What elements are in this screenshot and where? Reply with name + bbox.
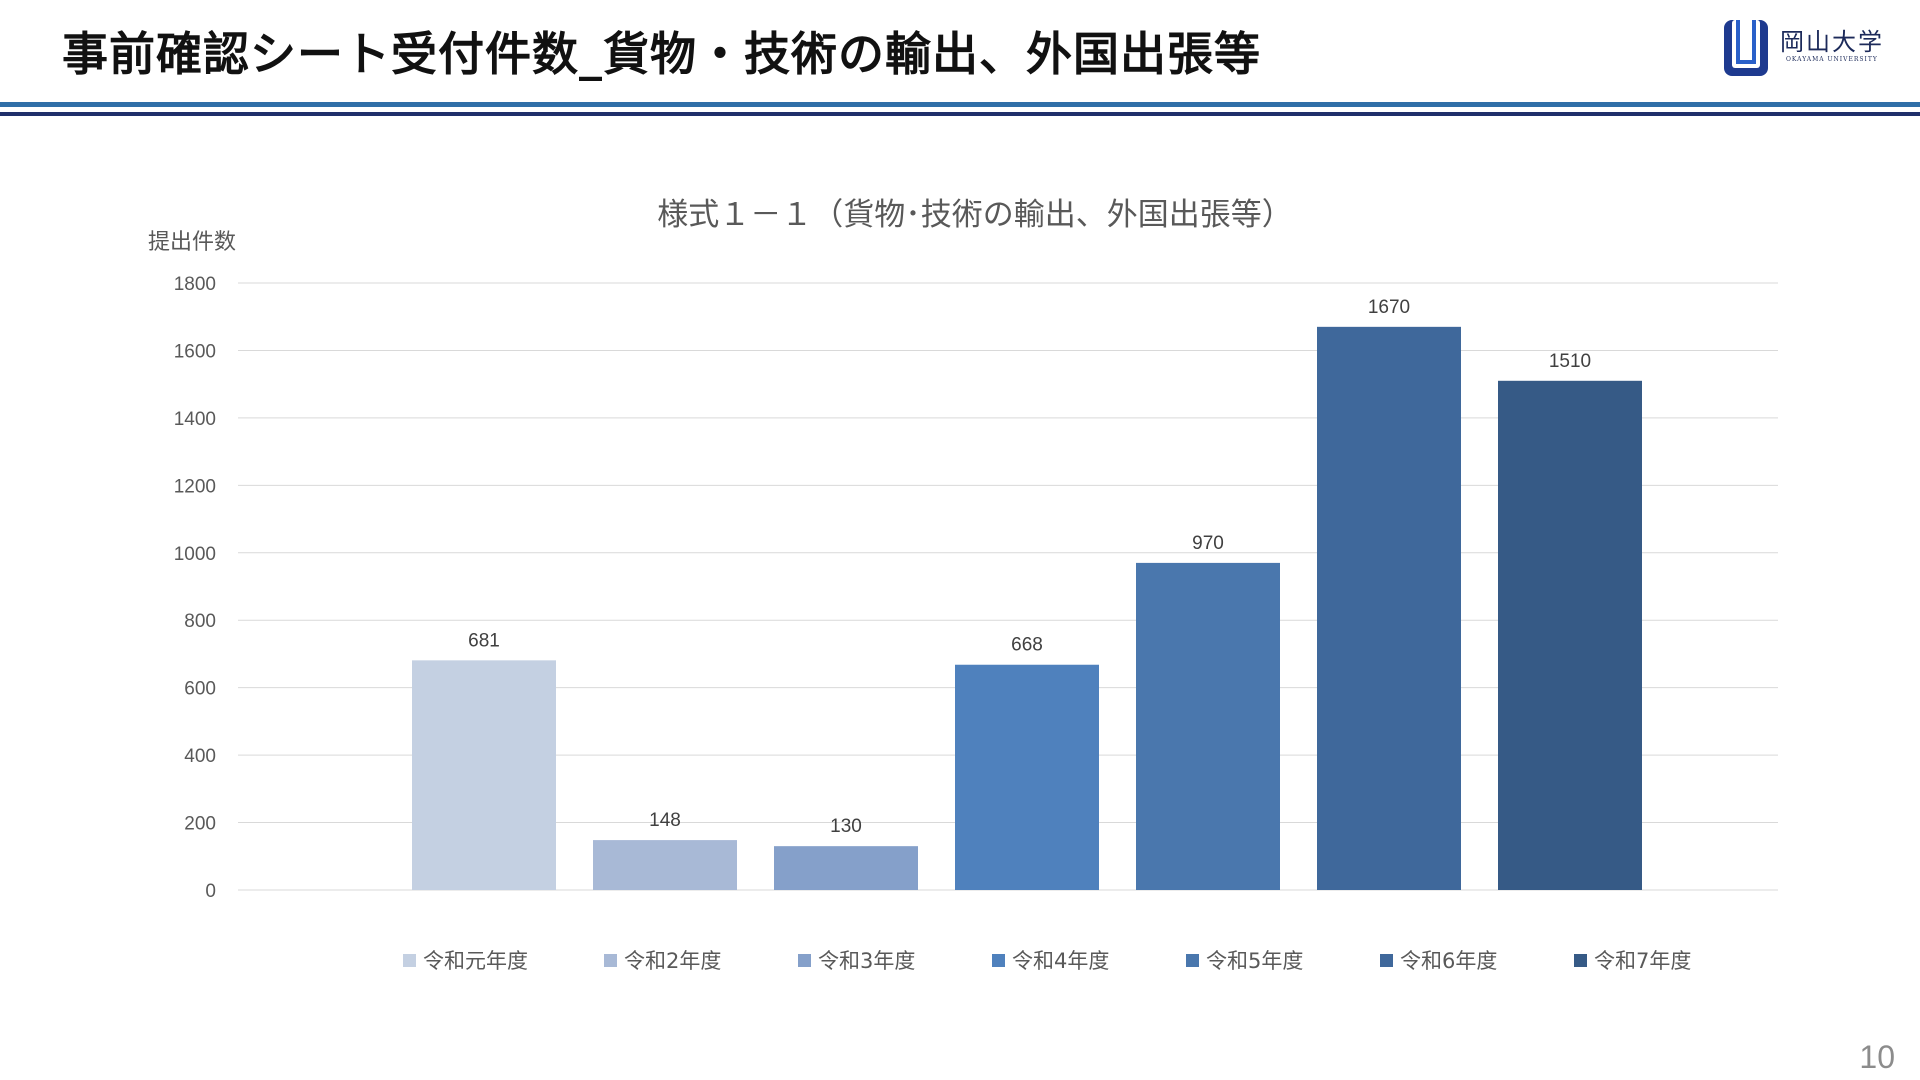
header-rule-navy [0,112,1920,116]
y-tick-label: 800 [184,611,216,632]
y-tick-label: 200 [184,814,216,835]
y-tick-label: 0 [205,881,216,902]
y-tick-label: 400 [184,746,216,767]
legend-entry: 令和元年度 [423,949,528,973]
legend-swatch [992,954,1005,967]
data-label: 148 [649,810,681,831]
legend-entry: 令和5年度 [1206,949,1303,973]
y-axis-label: 提出件数 [148,230,236,255]
legend-entry: 令和7年度 [1594,949,1691,973]
data-label: 668 [1011,635,1043,656]
university-logo-icon [1724,20,1768,76]
chart-title: 様式１－１（貨物･技術の輸出、外国出張等） [657,197,1293,233]
data-label: 1510 [1549,351,1591,372]
logo-subtitle: OKAYAMA UNIVERSITY [1786,56,1878,63]
data-label: 1670 [1368,297,1410,318]
slide-title: 事前確認シート受付件数_貨物・技術の輸出、外国出張等 [62,27,1261,81]
legend-swatch [1574,954,1587,967]
bar [412,660,556,890]
bar [774,846,918,890]
bar [1136,562,1280,890]
data-label: 970 [1192,533,1224,554]
data-label: 130 [830,816,862,837]
bar [593,840,737,890]
legend-entry: 令和2年度 [624,949,721,973]
y-tick-label: 1000 [174,544,216,565]
legend-swatch [1186,954,1199,967]
legend-swatch [1380,954,1393,967]
bar [1317,326,1461,891]
legend-entry: 令和6年度 [1400,949,1497,973]
y-tick-label: 1200 [174,476,216,497]
university-logo: 岡山大学 OKAYAMA UNIVERSITY [1722,18,1902,82]
y-tick-label: 1400 [174,409,216,430]
legend-swatch [403,954,416,967]
legend-swatch [604,954,617,967]
data-label: 681 [468,630,500,651]
y-tick-label: 600 [184,679,216,700]
legend-swatch [798,954,811,967]
bar [955,664,1099,890]
bar [1498,380,1642,890]
bar-chart: 様式１－１（貨物･技術の輸出、外国出張等） 提出件数 0 200 400 600 800… [148,197,1778,973]
page-number: 10 [1859,1039,1895,1075]
legend-entry: 令和3年度 [818,949,915,973]
logo-name: 岡山大学 [1780,28,1884,56]
header-rule-blue [0,102,1920,107]
y-tick-label: 1600 [174,341,216,362]
y-tick-label: 1800 [174,274,216,295]
legend-entry: 令和4年度 [1012,949,1109,973]
